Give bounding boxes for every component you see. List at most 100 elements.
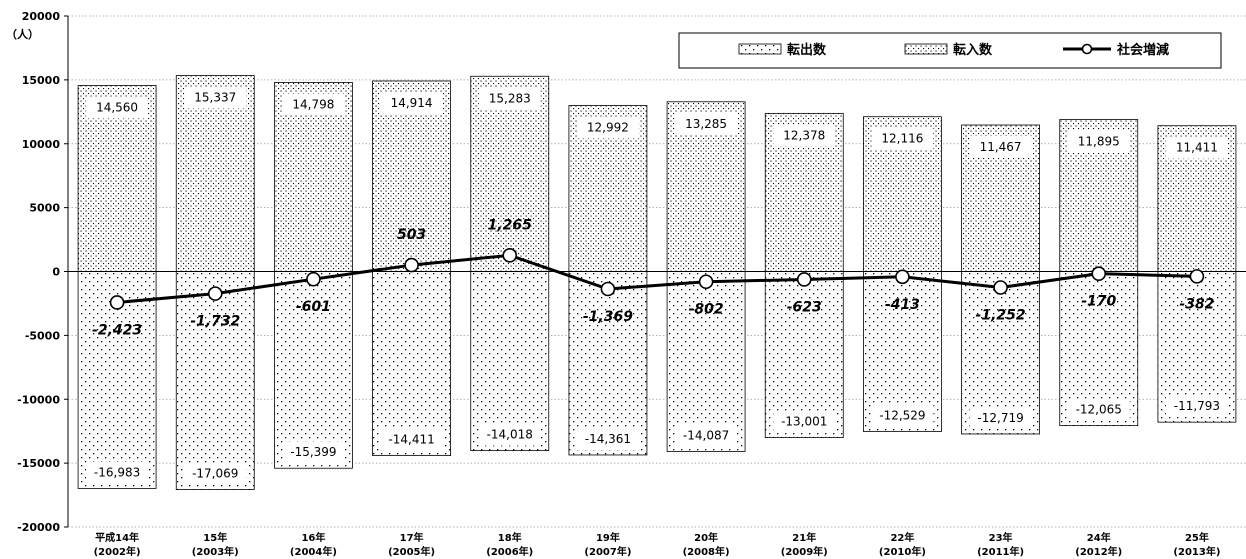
bar-in-label: 13,285 <box>685 117 727 131</box>
bar-in-label-bg <box>675 112 738 135</box>
legend-label-net: 社会増減 <box>1116 42 1169 58</box>
net-point <box>895 269 910 285</box>
net-label: 1,265 <box>488 217 533 233</box>
net-change-line <box>109 248 1205 310</box>
net-point <box>796 272 812 287</box>
net-label: -413 <box>885 297 920 313</box>
bar-out-label: -12,065 <box>1076 403 1122 417</box>
legend-marker-net <box>1081 43 1093 55</box>
bar-out <box>372 271 451 457</box>
bar-out-label: -11,793 <box>1174 399 1220 413</box>
bar-out-label: -14,361 <box>585 432 631 446</box>
bar-in-label: 12,116 <box>881 132 923 146</box>
data-labels: 14,560 -16,983 15,337 -17,069 14,798 -15,399 1… <box>86 86 1228 485</box>
category-label: 15年 <box>203 531 227 544</box>
bar-out-label: -15,399 <box>290 445 336 459</box>
y-tick-label: 5000 <box>29 202 60 215</box>
bar-out-label: -14,411 <box>388 433 434 447</box>
category-sublabel: (2011年) <box>977 545 1024 558</box>
x-category-labels: 平成14年(2002年) 15年(2003年) 16年(2004年) 17年(2005… <box>94 531 1221 558</box>
category-sublabel: (2002年) <box>94 545 141 558</box>
net-line <box>116 253 1197 304</box>
category-sublabel: (2007年) <box>584 545 631 558</box>
net-point <box>306 271 321 287</box>
net-label: -623 <box>787 299 822 315</box>
net-point <box>1189 269 1205 284</box>
bar-out-label-bg <box>773 410 836 433</box>
bar-in-label-bg <box>86 96 149 119</box>
y-tick-label: 10000 <box>22 138 61 151</box>
bar-in-label-bg <box>871 127 934 150</box>
net-point <box>1091 266 1107 281</box>
legend-label-out: 転出数 <box>787 42 827 58</box>
bar-out-label: -14,018 <box>487 428 533 442</box>
bar-in-label: 12,378 <box>783 128 825 142</box>
bar-in-label-bg <box>380 91 443 114</box>
bar-out-label: -12,529 <box>879 409 925 423</box>
bar-out-label-bg <box>86 461 149 484</box>
category-label: 24年 <box>1087 531 1111 544</box>
y-tick-label: -5000 <box>25 329 61 342</box>
net-point <box>404 257 419 273</box>
category-label: 平成14年 <box>95 531 139 544</box>
net-point <box>698 274 714 290</box>
category-label: 20年 <box>694 531 718 544</box>
y-tick-labels: 20000 15000 10000 5000 0 -5000 -10000 -15000 -20… <box>17 10 60 534</box>
legend-label-in: 転入数 <box>953 42 993 58</box>
net-label: -2,423 <box>92 322 142 338</box>
bar-in-label: 14,798 <box>292 97 334 111</box>
net-label: -802 <box>689 302 724 318</box>
bar-in-label: 14,560 <box>96 100 138 114</box>
bar-in-label-bg <box>478 87 541 110</box>
y-tick-label: 20000 <box>22 10 61 23</box>
category-sublabel: (2006年) <box>486 545 533 558</box>
bar-in-label: 12,992 <box>587 121 629 135</box>
net-point <box>109 295 125 310</box>
bar-in-label: 11,411 <box>1176 141 1218 155</box>
legend-swatch-out <box>738 43 782 55</box>
net-point <box>600 281 616 297</box>
bar-in-label-bg <box>773 124 836 147</box>
gridlines <box>64 15 1246 528</box>
bar-out-label-bg <box>969 406 1032 429</box>
net-point <box>993 280 1008 295</box>
bar-out <box>470 271 550 451</box>
bar-out <box>175 271 255 490</box>
bar-in-label: 11,467 <box>980 140 1022 154</box>
category-sublabel: (2012年) <box>1075 545 1122 558</box>
y-tick-label: -20000 <box>17 521 60 534</box>
category-label: 25年 <box>1185 531 1209 544</box>
bar-out-label-bg <box>871 404 934 427</box>
net-point <box>502 248 518 263</box>
bar-out-label: -13,001 <box>781 415 827 429</box>
bar-in-label-bg <box>576 116 639 139</box>
bar-out <box>274 271 353 469</box>
bar-in-label: 15,283 <box>489 91 531 105</box>
net-label: -1,369 <box>583 309 633 325</box>
category-label: 19年 <box>596 531 620 544</box>
bar-out <box>666 271 746 452</box>
net-label: -382 <box>1179 296 1214 312</box>
category-label: 17年 <box>400 531 424 544</box>
bar-out-label-bg <box>1067 398 1130 421</box>
bar-in-label-bg <box>282 93 345 116</box>
category-label: 16年 <box>301 531 325 544</box>
category-sublabel: (2008年) <box>683 545 730 558</box>
category-sublabel: (2010年) <box>879 545 926 558</box>
bar-in-label: 11,895 <box>1078 135 1120 149</box>
y-tick-label: 0 <box>52 266 60 279</box>
net-label: -170 <box>1081 294 1116 310</box>
bar-out-label-bg <box>1165 395 1228 418</box>
bar-out-label-bg <box>478 423 541 446</box>
net-label: -1,732 <box>190 314 240 330</box>
net-label: -601 <box>296 299 331 315</box>
bar-in-label-bg <box>1067 130 1130 153</box>
bars <box>77 75 1237 490</box>
y-tick-label: 15000 <box>22 74 61 87</box>
legend: 転出数 転入数 社会増減 <box>678 32 1222 69</box>
bar-in-label-bg <box>1165 136 1228 159</box>
category-sublabel: (2005年) <box>388 545 435 558</box>
bar-in-label-bg <box>184 86 247 109</box>
category-sublabel: (2013年) <box>1173 545 1220 558</box>
net-point <box>207 286 223 301</box>
